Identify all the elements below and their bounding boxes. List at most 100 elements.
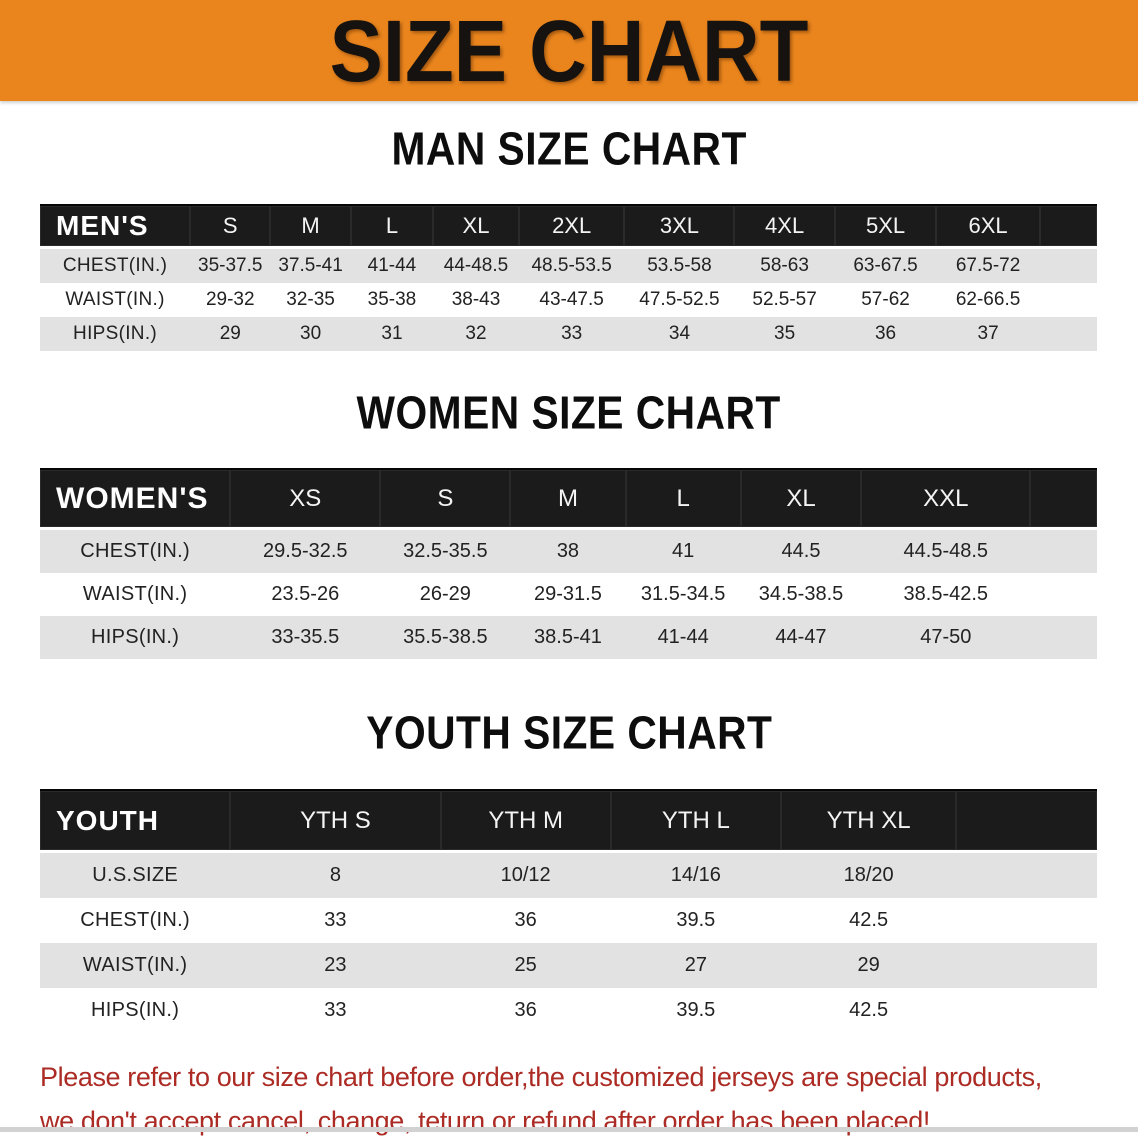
size-value-cell: 36: [440, 988, 611, 1033]
size-value-cell: 41: [625, 530, 741, 573]
column-header: 3XL: [624, 204, 735, 249]
size-value-cell: 39.5: [610, 898, 781, 943]
size-value-cell: 32-35: [270, 283, 351, 317]
size-value-cell: 29-32: [190, 283, 271, 317]
size-value-cell: 35: [734, 317, 835, 351]
size-value-cell: 41-44: [350, 249, 434, 283]
row-label: CHEST(IN.): [40, 249, 191, 283]
size-value-cell: 10/12: [440, 853, 611, 898]
column-header: 2XL: [518, 204, 625, 249]
row-label: CHEST(IN.): [40, 530, 231, 573]
size-value-cell: 23.5-26: [230, 573, 381, 616]
row-spacer-cell: [1039, 283, 1097, 317]
size-value-cell: 35-37.5: [190, 249, 271, 283]
size-value-cell: 37: [936, 317, 1040, 351]
table-row: HIPS(IN.) 29 30 31 32 33 34 35 36 37: [40, 317, 1097, 351]
size-value-cell: 38: [510, 530, 626, 573]
column-header: S: [380, 468, 511, 530]
disclaimer-text: Please refer to our size chart before or…: [40, 1055, 1100, 1143]
row-spacer-cell: [956, 898, 1097, 943]
table-group-label: MEN'S: [40, 204, 191, 249]
table-row: HIPS(IN.) 33 36 39.5 42.5: [40, 988, 1097, 1033]
row-label: WAIST(IN.): [40, 943, 231, 988]
size-value-cell: 44.5-48.5: [861, 530, 1031, 573]
row-spacer-cell: [1030, 616, 1097, 659]
column-header: 6XL: [936, 204, 1040, 249]
size-value-cell: 33: [230, 898, 441, 943]
size-value-cell: 34: [624, 317, 735, 351]
size-value-cell: 62-66.5: [936, 283, 1040, 317]
column-header: 4XL: [734, 204, 835, 249]
table-row: U.S.SIZE 8 10/12 14/16 18/20: [40, 853, 1097, 898]
size-value-cell: 57-62: [834, 283, 937, 317]
column-header: M: [270, 204, 351, 249]
sections-container: MAN SIZE CHART MEN'S S M L XL 2XL 3XL 4XL 5XL 6XL C…: [0, 123, 1138, 1033]
column-header: M: [510, 468, 626, 530]
size-value-cell: 39.5: [610, 988, 781, 1033]
size-value-cell: 36: [440, 898, 611, 943]
size-value-cell: 33: [518, 317, 625, 351]
size-value-cell: 29: [780, 943, 957, 988]
row-label: HIPS(IN.): [40, 317, 191, 351]
size-value-cell: 8: [230, 853, 441, 898]
table-header-row: YOUTH YTH S YTH M YTH L YTH XL: [40, 789, 1097, 853]
size-value-cell: 29.5-32.5: [230, 530, 381, 573]
row-label: U.S.SIZE: [40, 853, 231, 898]
bottom-edge-divider: [0, 1127, 1138, 1132]
size-value-cell: 27: [610, 943, 781, 988]
size-value-cell: 63-67.5: [834, 249, 937, 283]
table-group-label: YOUTH: [40, 789, 231, 853]
column-header: L: [625, 468, 741, 530]
size-value-cell: 38.5-42.5: [861, 573, 1031, 616]
header-spacer-cell: [956, 789, 1097, 853]
section-heading-text: MAN SIZE CHART: [391, 122, 747, 175]
row-spacer-cell: [1030, 530, 1097, 573]
size-value-cell: 43-47.5: [518, 283, 625, 317]
table-row: WAIST(IN.) 23.5-26 26-29 29-31.5 31.5-34.5 34…: [40, 573, 1097, 616]
section-heading-text: YOUTH SIZE CHART: [365, 706, 773, 759]
size-value-cell: 35.5-38.5: [380, 616, 511, 659]
column-header: YTH L: [610, 789, 781, 853]
size-value-cell: 26-29: [380, 573, 511, 616]
size-value-cell: 47.5-52.5: [624, 283, 735, 317]
column-header: YTH S: [230, 789, 441, 853]
row-spacer-cell: [956, 988, 1097, 1033]
table-header-row: MEN'S S M L XL 2XL 3XL 4XL 5XL 6XL: [40, 204, 1097, 249]
disclaimer-line-1: Please refer to our size chart before or…: [40, 1062, 1042, 1092]
size-value-cell: 48.5-53.5: [518, 249, 625, 283]
size-section: YOUTH SIZE CHART YOUTH YTH S YTH M YTH L YTH …: [0, 707, 1138, 1033]
size-value-cell: 67.5-72: [936, 249, 1040, 283]
size-value-cell: 30: [270, 317, 351, 351]
size-value-cell: 44.5: [740, 530, 862, 573]
row-spacer-cell: [956, 943, 1097, 988]
column-header: YTH XL: [780, 789, 957, 853]
size-value-cell: 37.5-41: [270, 249, 351, 283]
column-header: S: [190, 204, 271, 249]
column-header: L: [350, 204, 434, 249]
size-value-cell: 47-50: [861, 616, 1031, 659]
size-value-cell: 44-47: [740, 616, 862, 659]
section-heading: WOMEN SIZE CHART: [0, 387, 1138, 446]
size-value-cell: 31: [350, 317, 434, 351]
size-value-cell: 36: [834, 317, 937, 351]
size-table: YOUTH YTH S YTH M YTH L YTH XL U.S.SIZE 8 10/12…: [40, 789, 1097, 1033]
size-value-cell: 33: [230, 988, 441, 1033]
size-section: MAN SIZE CHART MEN'S S M L XL 2XL 3XL 4XL 5XL 6XL C…: [0, 123, 1138, 351]
size-value-cell: 14/16: [610, 853, 781, 898]
size-value-cell: 29-31.5: [510, 573, 626, 616]
size-value-cell: 25: [440, 943, 611, 988]
size-value-cell: 52.5-57: [734, 283, 835, 317]
row-spacer-cell: [1039, 317, 1097, 351]
header-spacer-cell: [1039, 204, 1097, 249]
table-row: CHEST(IN.) 29.5-32.5 32.5-35.5 38 41 44.5 44.5…: [40, 530, 1097, 573]
row-label: HIPS(IN.): [40, 616, 231, 659]
table-row: CHEST(IN.) 33 36 39.5 42.5: [40, 898, 1097, 943]
size-value-cell: 38.5-41: [510, 616, 626, 659]
column-header: YTH M: [440, 789, 611, 853]
row-spacer-cell: [1030, 573, 1097, 616]
table-header-row: WOMEN'S XS S M L XL XXL: [40, 468, 1097, 530]
section-heading: MAN SIZE CHART: [0, 123, 1138, 182]
size-value-cell: 44-48.5: [433, 249, 519, 283]
row-spacer-cell: [1039, 249, 1097, 283]
